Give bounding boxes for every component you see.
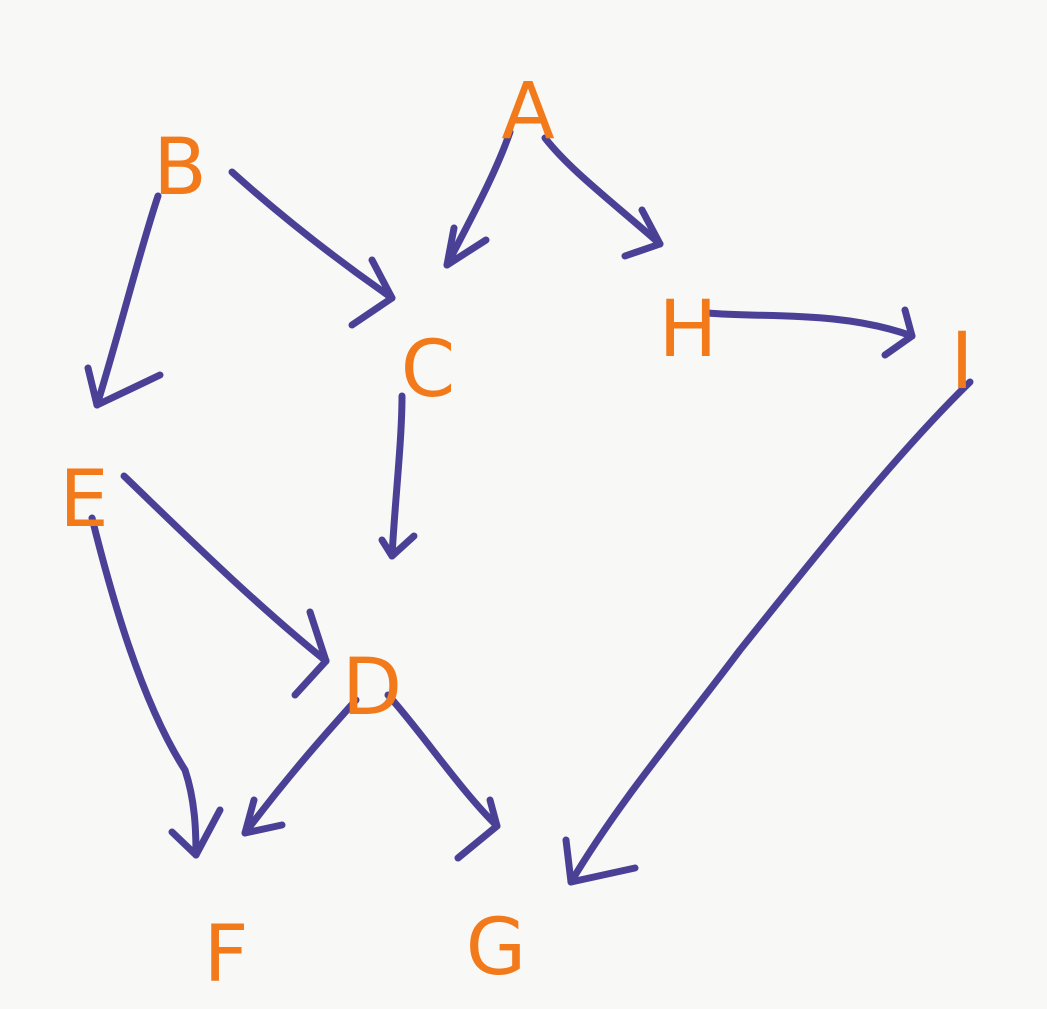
edge-shaft: [704, 309, 916, 340]
edge-e-to-f: [88, 514, 224, 859]
edge-shaft: [228, 168, 396, 302]
edge-shaft: [120, 472, 330, 665]
edge-e-to-d: [120, 472, 330, 699]
arrowhead: [454, 796, 501, 862]
nodes-layer: A B C H I E D F G: [59, 67, 973, 1000]
arrowhead: [881, 306, 916, 359]
edge-shaft: [443, 128, 514, 269]
arrowhead: [241, 796, 286, 837]
edge-d-to-g: [384, 691, 501, 862]
edges-layer: [84, 128, 974, 886]
node-a: A: [501, 67, 554, 157]
edge-b-to-e: [84, 192, 164, 409]
edge-a-to-h: [541, 134, 664, 260]
edge-shaft: [241, 696, 360, 837]
arrowhead: [621, 206, 664, 260]
arrowhead: [378, 532, 418, 560]
edge-shaft: [567, 378, 974, 886]
edge-shaft: [388, 392, 406, 560]
node-d: D: [342, 643, 402, 733]
edge-i-to-g: [562, 378, 974, 886]
node-c: C: [401, 325, 455, 415]
node-h: H: [659, 285, 718, 375]
edge-b-to-c: [228, 168, 396, 329]
node-b: B: [153, 123, 207, 213]
arrowhead: [443, 224, 490, 269]
arrowhead: [348, 256, 396, 329]
edge-a-to-c: [443, 128, 514, 269]
arrowhead: [168, 806, 224, 859]
edge-shaft: [541, 134, 664, 248]
edge-shaft: [93, 192, 162, 409]
edge-shaft: [88, 514, 200, 859]
node-f: F: [204, 910, 249, 1000]
node-e: E: [59, 455, 108, 545]
edge-shaft: [384, 691, 501, 830]
arrowhead: [84, 364, 164, 409]
arrowhead: [291, 608, 330, 699]
node-i: I: [950, 317, 973, 407]
edge-h-to-i: [704, 306, 916, 359]
arrowhead: [562, 836, 639, 886]
edge-d-to-f: [241, 696, 360, 837]
edge-c-to-d: [378, 392, 418, 560]
node-g: G: [466, 903, 526, 993]
